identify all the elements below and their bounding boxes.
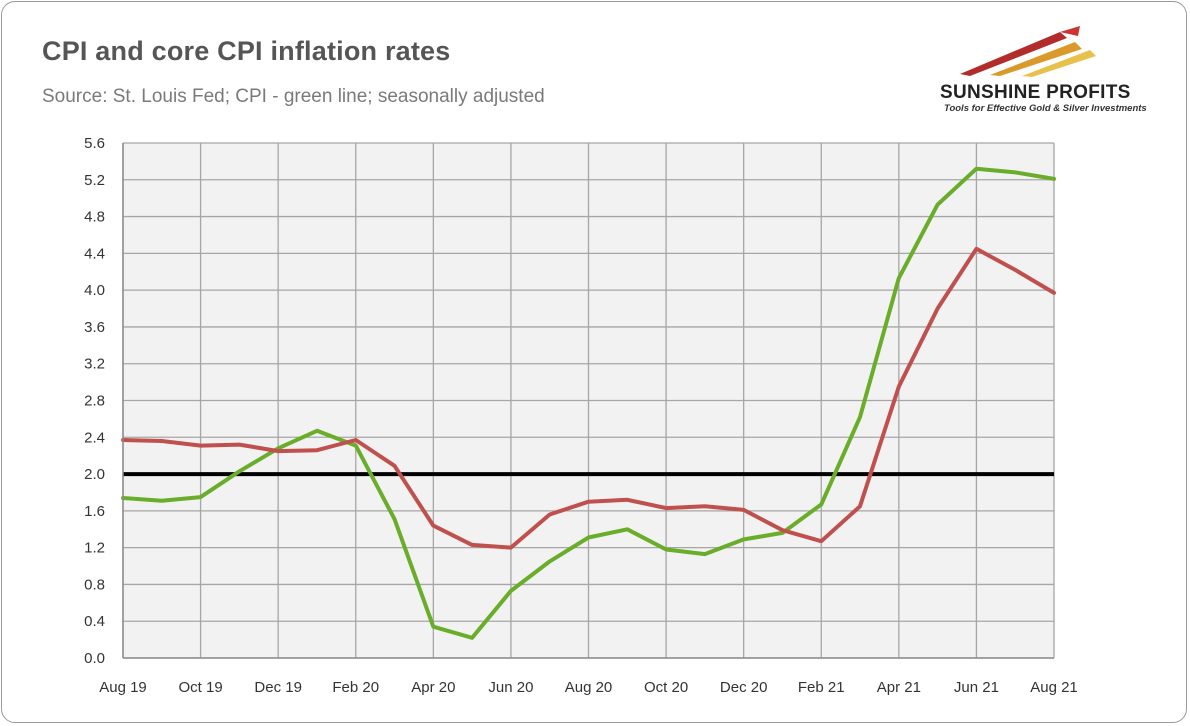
y-tick-label: 0.8 [84,576,105,593]
y-tick-label: 1.6 [84,503,105,520]
y-tick-label: 0.4 [84,613,105,630]
x-axis: Aug 19 Oct 19 Dec 19 Feb 20 Apr 20 Jun 20 Aug … [99,657,1078,696]
y-tick-label: 2.4 [84,429,105,446]
x-tick-label: Oct 19 [178,679,222,696]
x-tick-label: Apr 21 [877,679,921,696]
x-tick-label: Aug 20 [565,679,613,696]
y-axis: 0.0 0.4 0.8 1.2 1.6 2.0 2.4 2.8 3.2 3.6 4.0 4.4 4.8 5… [84,135,124,667]
x-tick-label: Apr 20 [411,679,455,696]
x-tick-label: Aug 19 [99,679,147,696]
y-tick-label: 3.6 [84,319,105,336]
y-tick-label: 4.8 [84,209,105,226]
y-tick-label: 5.6 [84,135,105,152]
x-tick-label: Feb 20 [332,679,379,696]
x-tick-label: Aug 21 [1030,679,1078,696]
y-tick-label: 2.0 [84,466,105,483]
x-tick-label: Dec 19 [254,679,302,696]
core-cpi-series-line [121,246,1056,550]
y-tick-label: 4.0 [84,282,105,299]
y-tick-label: 3.2 [84,356,105,373]
y-tick-label: 4.4 [84,245,105,262]
cpi-series-line [121,166,1056,640]
grid [122,142,1055,659]
x-tick-label: Dec 20 [720,679,768,696]
y-tick-label: 5.2 [84,172,105,189]
chart-title: CPI and core CPI inflation rates [42,36,451,66]
sunshine-profits-logo-icon [960,26,1096,77]
x-tick-label: Oct 20 [644,679,688,696]
x-tick-label: Jun 21 [954,679,999,696]
y-tick-label: 2.8 [84,393,105,410]
chart-subtitle: Source: St. Louis Fed; CPI - green line;… [42,86,545,107]
y-tick-label: 0.0 [84,650,105,667]
x-tick-label: Feb 21 [798,679,845,696]
y-tick-label: 1.2 [84,540,105,557]
logo-tagline: Tools for Effective Gold & Silver Invest… [944,103,1147,114]
logo-name: SUNSHINE PROFITS [940,82,1131,103]
x-tick-label: Jun 20 [488,679,533,696]
series-layer [121,166,1056,640]
